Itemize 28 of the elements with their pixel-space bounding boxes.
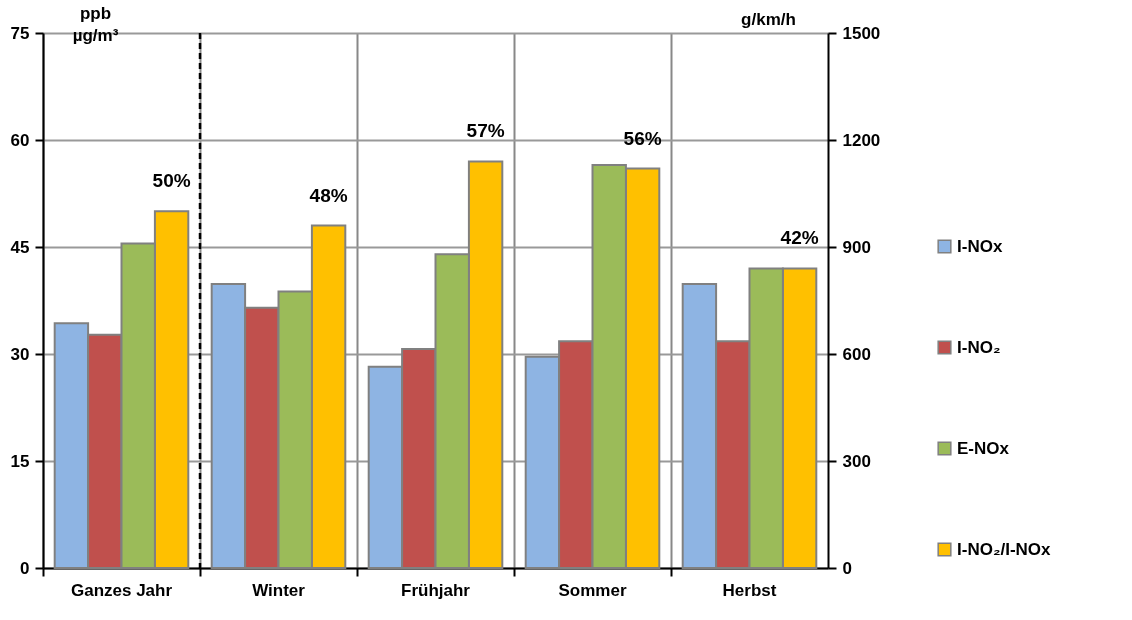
y-axis-title: ppb µg/m³ — [72, 3, 119, 45]
data-label: 42% — [780, 227, 819, 249]
legend-label: E-NOx — [957, 438, 1010, 458]
data-label: 57% — [466, 120, 505, 142]
y2-axis-title: g/km/h — [741, 9, 796, 29]
data-label: 50% — [152, 170, 191, 192]
x-tick-label: Ganzes Jahr — [70, 580, 173, 600]
y2-tick-label: 1200 — [842, 130, 881, 150]
legend-label: I-NO₂/I-NOx — [957, 539, 1052, 559]
y-tick-label: 0 — [20, 558, 30, 578]
y2-tick-label: 600 — [842, 344, 871, 364]
legend-label: I-NO₂ — [957, 337, 1001, 357]
y-tick-label: 45 — [10, 237, 30, 257]
x-tick-label: Winter — [252, 580, 306, 600]
y2-tick-label: 0 — [842, 558, 852, 578]
y2-tick-label: 900 — [842, 237, 871, 257]
legend-label: I-NOx — [957, 236, 1003, 256]
y2-tick-label: 300 — [842, 451, 871, 471]
y2-tick-label: 1500 — [842, 23, 881, 43]
data-label: 56% — [623, 127, 662, 149]
data-label: 48% — [309, 184, 348, 206]
x-tick-label: Herbst — [722, 580, 777, 600]
y-tick-label: 30 — [10, 344, 30, 364]
y-tick-label: 60 — [10, 130, 30, 150]
x-tick-label: Frühjahr — [401, 580, 471, 600]
x-tick-label: Sommer — [558, 580, 627, 600]
y-tick-label: 75 — [10, 23, 30, 43]
y-tick-label: 15 — [10, 451, 30, 471]
